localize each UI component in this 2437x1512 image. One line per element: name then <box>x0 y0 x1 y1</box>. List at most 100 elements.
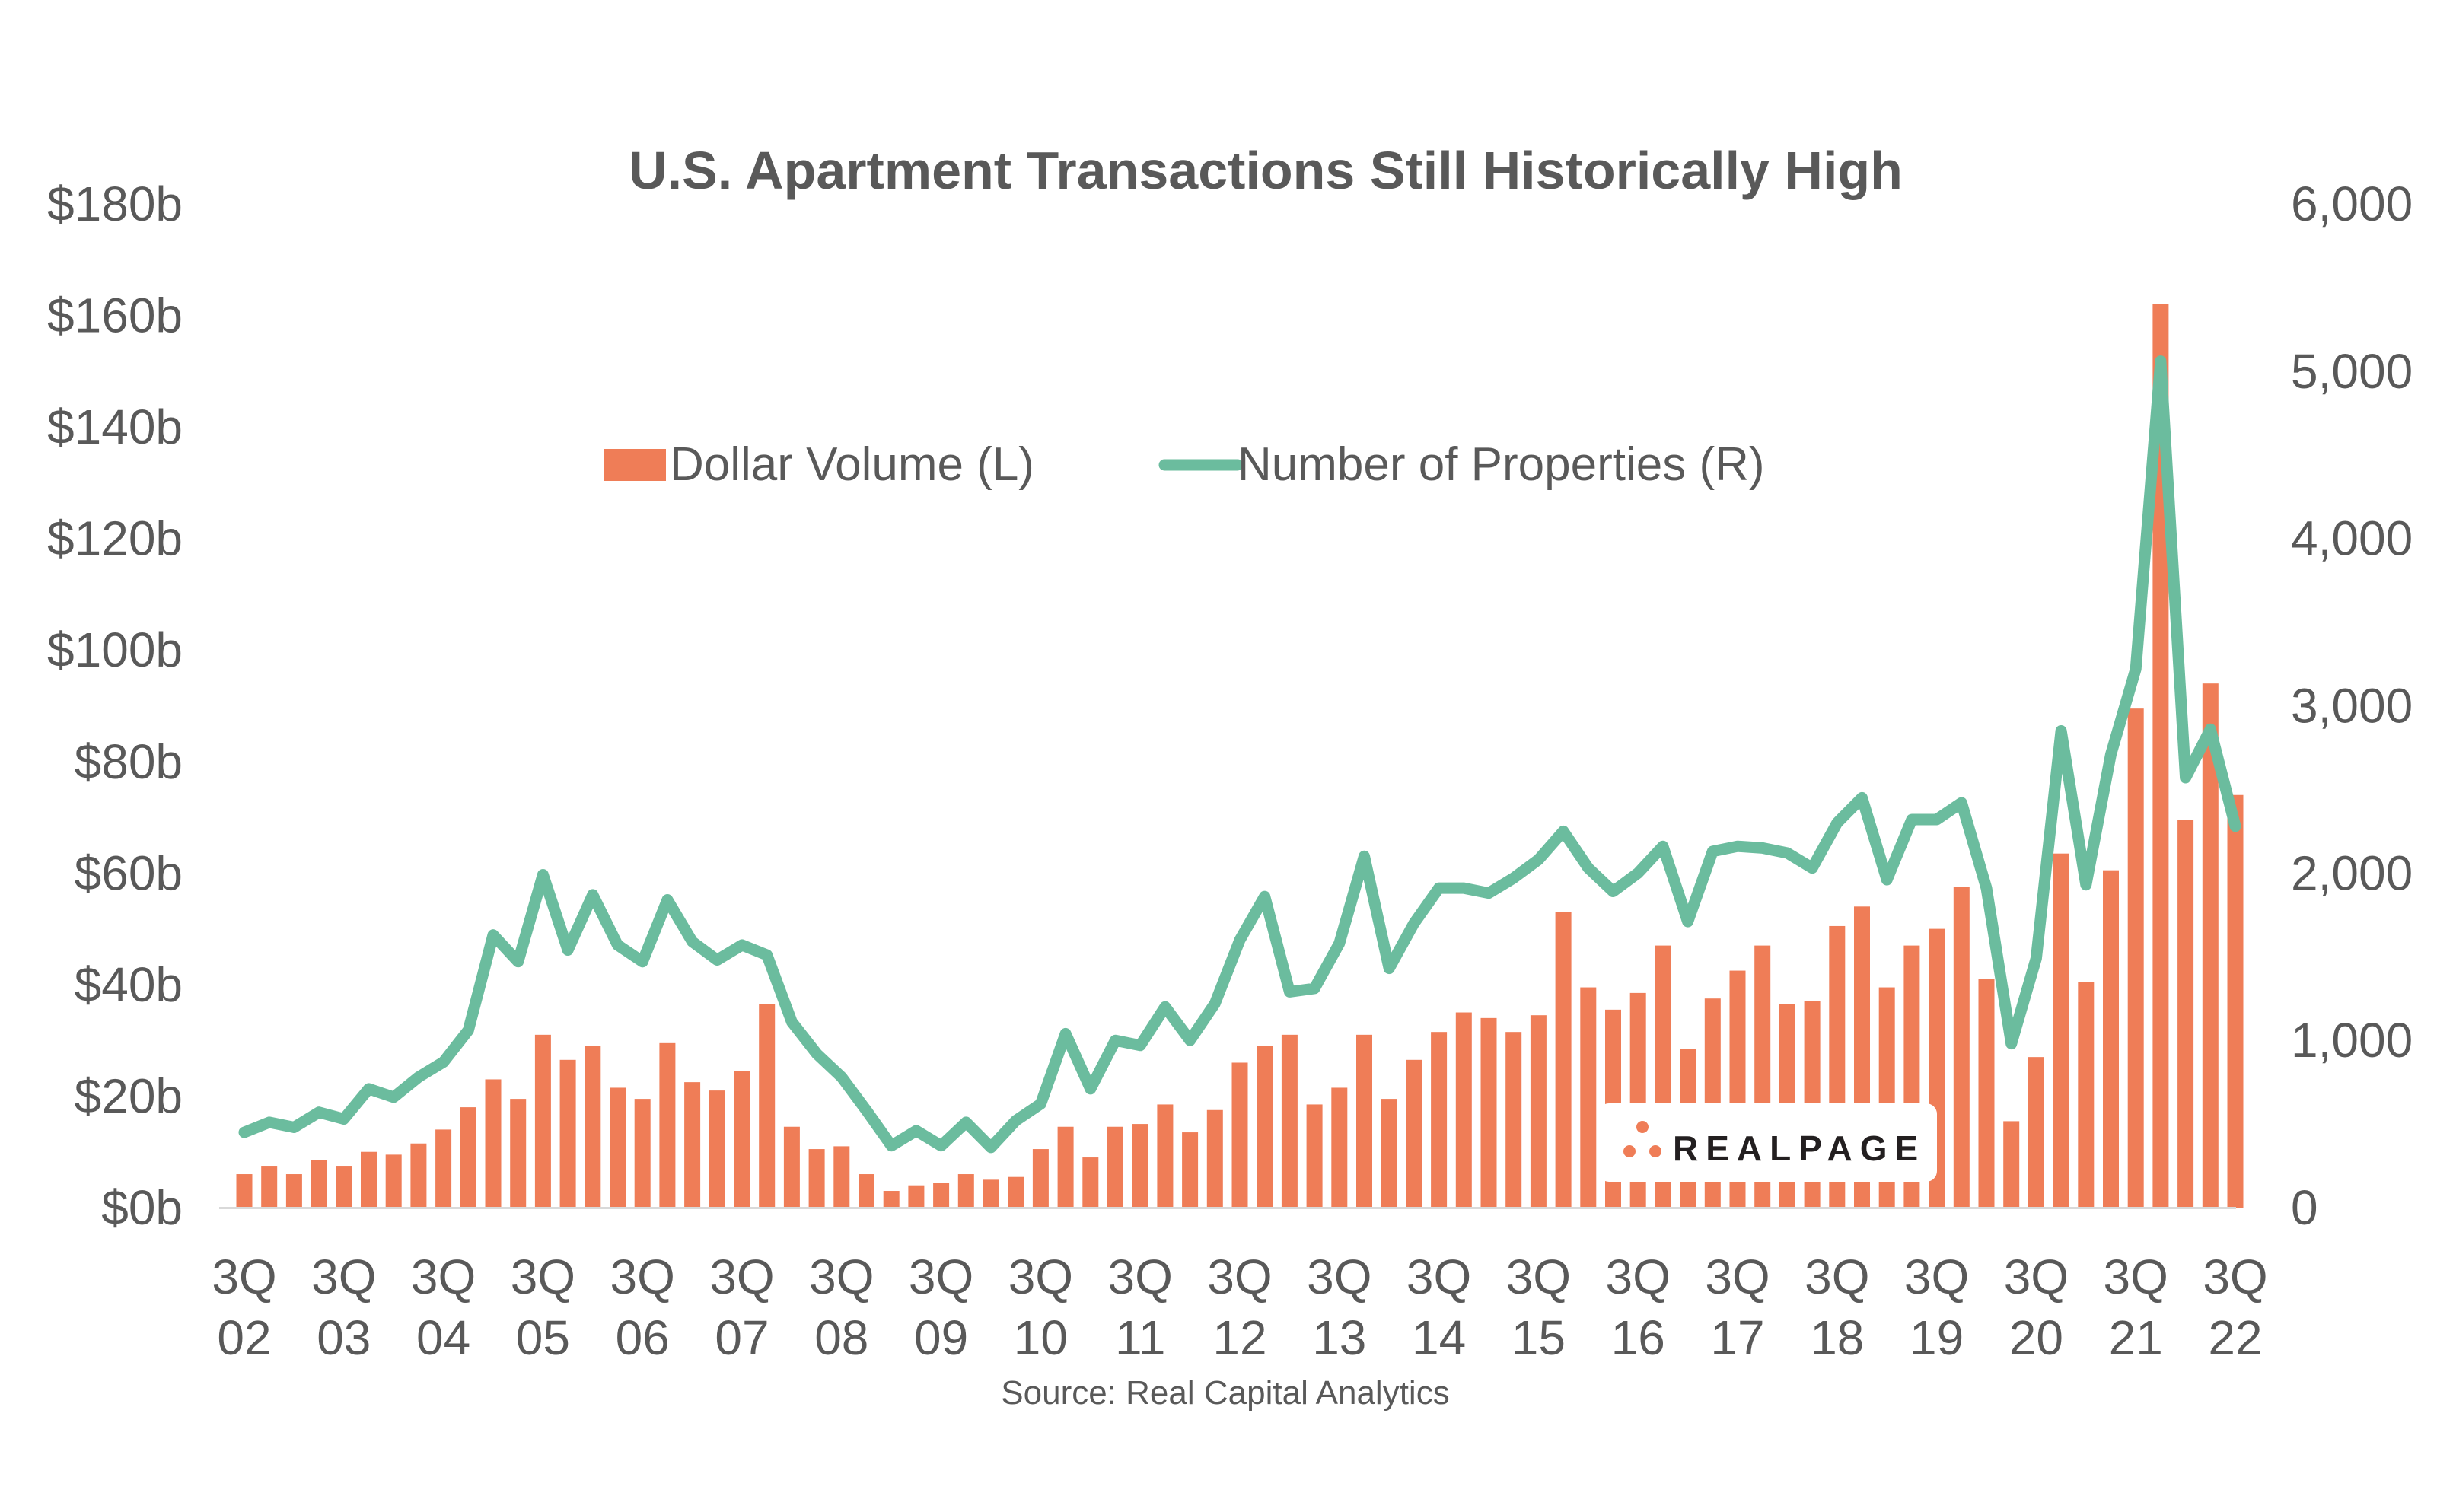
bar <box>610 1087 626 1208</box>
bar <box>1182 1132 1199 1208</box>
bar <box>1480 1017 1497 1208</box>
x-tick-label-line1: 3Q <box>2004 1249 2069 1304</box>
legend-swatch-dollar-volume <box>604 449 666 481</box>
x-tick-label-line2: 10 <box>1014 1310 1068 1365</box>
left-tick-label: $20b <box>75 1068 183 1123</box>
bar <box>435 1129 452 1208</box>
x-tick-label-line1: 3Q <box>1406 1249 1471 1304</box>
x-tick-label-line2: 03 <box>317 1310 371 1365</box>
bar <box>1381 1099 1397 1208</box>
bar <box>833 1146 850 1208</box>
x-tick-label-line2: 15 <box>1512 1310 1566 1365</box>
bar <box>285 1174 302 1208</box>
x-tick-label-line2: 04 <box>416 1310 470 1365</box>
bar <box>2003 1121 2020 1208</box>
bar <box>1157 1104 1174 1208</box>
legend-label-number-of-properties: Number of Properties (R) <box>1238 438 1765 491</box>
bar <box>2053 853 2069 1208</box>
bar <box>1953 887 1970 1208</box>
bar <box>2227 794 2244 1208</box>
x-tick-label-line1: 3Q <box>2203 1249 2267 1304</box>
bar <box>1032 1149 1049 1208</box>
x-tick-label-line1: 3Q <box>2104 1249 2168 1304</box>
x-tick-label-line2: 06 <box>616 1310 670 1365</box>
bar <box>336 1166 352 1208</box>
bar <box>1107 1126 1123 1208</box>
bar <box>2103 870 2119 1208</box>
bar <box>485 1079 502 1208</box>
bar <box>859 1174 874 1208</box>
bar <box>1406 1059 1422 1208</box>
left-tick-label: $0b <box>101 1180 183 1235</box>
bar <box>1431 1032 1448 1208</box>
bar <box>410 1143 427 1208</box>
bar <box>1057 1126 1074 1208</box>
right-tick-label: 0 <box>2291 1180 2318 1235</box>
bar <box>559 1059 576 1208</box>
left-tick-label: $100b <box>47 622 183 677</box>
bar <box>236 1174 253 1208</box>
right-axis-ticks: 0 1,000 2,000 3,000 4,000 5,000 6,000 <box>2291 177 2413 1235</box>
bar <box>1505 1032 1522 1208</box>
bar <box>1082 1157 1099 1208</box>
x-tick-label-line1: 3Q <box>1207 1249 1272 1304</box>
bar <box>460 1107 476 1208</box>
bar <box>534 1034 551 1208</box>
legend: Dollar Volume (L) Number of Properties (… <box>604 438 1765 491</box>
bar <box>1257 1046 1273 1208</box>
right-tick-label: 4,000 <box>2291 511 2413 566</box>
left-tick-label: $160b <box>47 288 183 343</box>
x-tick-label-line2: 18 <box>1810 1310 1864 1365</box>
x-axis-ticks: 3Q 02 3Q 03 3Q 04 3Q 05 3Q 06 3Q 07 3Q 08 3Q 09 3Q 10 3Q 11… <box>212 1249 2267 1365</box>
right-tick-label: 2,000 <box>2291 845 2413 900</box>
x-tick-label-line2: 20 <box>2009 1310 2063 1365</box>
right-tick-label: 1,000 <box>2291 1013 2413 1068</box>
x-tick-label-line2: 11 <box>1115 1310 1165 1365</box>
bar <box>1978 979 1995 1208</box>
bar <box>585 1046 601 1208</box>
bar <box>385 1154 402 1208</box>
left-tick-label: $40b <box>75 957 183 1012</box>
bar <box>1331 1087 1348 1208</box>
bar <box>1555 912 1572 1208</box>
bar <box>2177 820 2194 1208</box>
bar <box>634 1099 651 1208</box>
left-tick-label: $180b <box>47 177 183 231</box>
x-tick-label-line1: 3Q <box>1805 1249 1869 1304</box>
bar <box>1306 1104 1323 1208</box>
bar <box>684 1082 701 1208</box>
x-tick-label-line1: 3Q <box>311 1249 376 1304</box>
x-tick-label-line2: 22 <box>2208 1310 2262 1365</box>
bar <box>1580 987 1597 1208</box>
x-tick-label-line2: 17 <box>1710 1310 1764 1365</box>
right-tick-label: 6,000 <box>2291 177 2413 231</box>
bar <box>1008 1176 1024 1208</box>
bar <box>957 1174 974 1208</box>
bar <box>933 1183 950 1208</box>
x-tick-label-line1: 3Q <box>1606 1249 1671 1304</box>
bar <box>510 1099 527 1208</box>
x-tick-label-line2: 05 <box>516 1310 570 1365</box>
line-series-number-of-properties <box>238 355 2241 1154</box>
left-tick-label: $80b <box>75 734 183 789</box>
bar <box>361 1151 377 1208</box>
x-tick-label-line1: 3Q <box>1506 1249 1571 1304</box>
bar <box>1206 1109 1223 1208</box>
bar <box>908 1185 925 1208</box>
left-tick-label: $140b <box>47 399 183 454</box>
x-tick-label-line2: 14 <box>1412 1310 1466 1365</box>
x-tick-label-line2: 12 <box>1212 1310 1266 1365</box>
x-tick-label-line1: 3Q <box>212 1249 276 1304</box>
x-tick-label-line2: 19 <box>1910 1310 1964 1365</box>
x-tick-label-line1: 3Q <box>909 1249 973 1304</box>
bar <box>2127 708 2144 1208</box>
x-tick-label-line1: 3Q <box>1307 1249 1371 1304</box>
bar <box>1132 1124 1148 1208</box>
left-tick-label: $120b <box>47 511 183 566</box>
bar <box>1356 1034 1372 1208</box>
bar <box>261 1166 278 1208</box>
bar <box>808 1149 825 1208</box>
x-tick-label-line1: 3Q <box>809 1249 874 1304</box>
source-note: Source: Real Capital Analytics <box>1001 1374 1449 1412</box>
bar <box>709 1090 725 1208</box>
